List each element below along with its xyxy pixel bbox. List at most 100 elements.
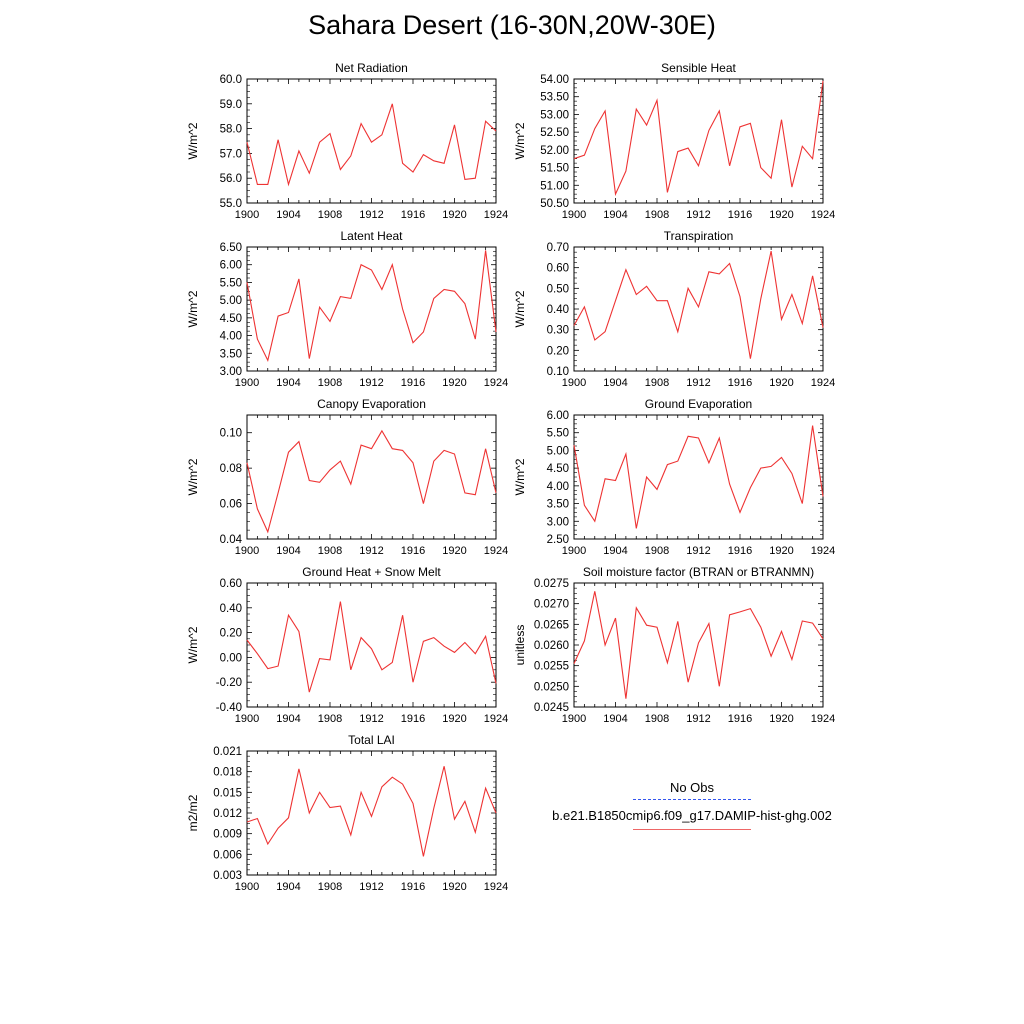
y-tick-label: 0.04 [220,534,243,546]
panel-title: Soil moisture factor (BTRAN or BTRANMN) [583,565,814,579]
panel-title: Transpiration [664,229,734,243]
x-tick-label: 1916 [728,209,752,221]
x-tick-label: 1908 [645,545,669,557]
x-tick-label: 1904 [276,545,300,557]
x-tick-label: 1912 [686,713,710,725]
legend-model-line [633,829,751,830]
legend-obs-line [633,799,751,800]
panel-title: Latent Heat [340,229,403,243]
x-tick-label: 1916 [728,545,752,557]
x-tick-label: 1920 [769,209,793,221]
y-tick-label: 0.06 [220,499,242,511]
y-tick-label: 53.50 [540,92,569,104]
y-tick-label: 0.009 [213,829,242,841]
x-tick-label: 1912 [359,713,383,725]
y-tick-label: 0.10 [547,366,569,378]
y-tick-label: 4.00 [547,481,569,493]
y-tick-label: 6.00 [547,410,569,422]
x-tick-label: 1924 [811,545,835,557]
x-tick-label: 1900 [235,713,259,725]
x-tick-label: 1916 [401,377,425,389]
x-tick-label: 1920 [769,545,793,557]
y-tick-label: -0.40 [216,702,242,714]
y-tick-label: 52.50 [540,127,569,139]
y-axis-label: W/m^2 [513,458,527,495]
y-tick-label: 0.003 [213,870,242,882]
x-tick-label: 1920 [769,713,793,725]
y-tick-label: 0.30 [547,325,569,337]
panel-6: 1900 1904 1908 1912 1916 1920 1924 -0.40 -0.20 0.… [186,565,508,725]
series-line [573,80,824,197]
panel-5: 1900 1904 1908 1912 1916 1920 1924 2.50 3.00 3.50… [513,397,835,557]
x-tick-label: 1912 [359,545,383,557]
x-tick-label: 1900 [562,545,586,557]
x-tick-label: 1920 [442,377,466,389]
y-tick-label: 0.0275 [534,578,569,590]
x-tick-label: 1908 [645,209,669,221]
y-tick-label: 52.00 [540,145,569,157]
y-tick-label: 53.00 [540,109,569,121]
plot-frame [246,582,497,708]
x-tick-label: 1912 [686,209,710,221]
x-tick-label: 1912 [359,881,383,893]
x-tick-label: 1908 [318,209,342,221]
x-tick-label: 1904 [603,209,627,221]
x-tick-label: 1924 [484,377,508,389]
y-tick-label: 55.0 [220,198,242,210]
x-tick-label: 1920 [442,881,466,893]
x-tick-label: 1916 [401,881,425,893]
y-tick-label: 57.0 [220,148,242,160]
x-tick-label: 1916 [401,545,425,557]
x-tick-label: 1924 [484,881,508,893]
x-tick-label: 1912 [686,545,710,557]
x-tick-label: 1924 [484,545,508,557]
y-tick-label: 0.70 [547,242,569,254]
x-tick-label: 1904 [603,377,627,389]
x-tick-label: 1916 [728,377,752,389]
y-tick-label: 50.50 [540,198,569,210]
y-tick-label: 51.50 [540,163,569,175]
y-tick-label: 5.00 [220,295,242,307]
x-tick-label: 1912 [686,377,710,389]
x-tick-label: 1904 [603,713,627,725]
y-tick-label: 0.10 [220,428,242,440]
y-tick-label: 0.00 [220,652,242,664]
x-tick-label: 1900 [235,881,259,893]
y-tick-label: 58.0 [220,124,242,136]
x-tick-label: 1904 [276,209,300,221]
series-line [246,250,497,363]
panel-4: 1900 1904 1908 1912 1916 1920 1924 0.04 0.06 0.08… [186,397,508,557]
y-tick-label: 0.60 [220,578,242,590]
y-tick-label: 6.00 [220,260,242,272]
y-tick-label: 0.40 [547,304,569,316]
y-tick-label: 3.00 [547,516,569,528]
x-tick-label: 1908 [318,713,342,725]
x-tick-label: 1920 [442,545,466,557]
y-tick-label: 0.0250 [534,681,569,693]
y-tick-label: 0.0260 [534,640,569,652]
y-tick-label: 0.0245 [534,702,569,714]
y-tick-label: 0.006 [213,849,242,861]
y-tick-label: 4.50 [547,463,569,475]
plot-frame [246,78,497,204]
y-tick-label: 0.60 [547,263,569,275]
y-tick-label: 3.50 [220,348,242,360]
x-tick-label: 1920 [769,377,793,389]
y-tick-label: 60.0 [220,74,242,86]
x-tick-label: 1924 [811,377,835,389]
x-tick-label: 1924 [811,209,835,221]
y-tick-label: 4.00 [220,331,242,343]
series-line [246,601,497,693]
x-tick-label: 1904 [276,881,300,893]
series-line [573,425,824,529]
y-axis-label: W/m^2 [513,290,527,327]
y-tick-label: 59.0 [220,99,242,111]
x-tick-label: 1920 [442,713,466,725]
x-tick-label: 1900 [235,377,259,389]
y-tick-label: 5.50 [220,277,242,289]
x-tick-label: 1908 [318,881,342,893]
y-axis-label: W/m^2 [513,122,527,159]
legend-model-label: b.e21.B1850cmip6.f09_g17.DAMIP-hist-ghg.… [552,808,832,823]
y-tick-label: 3.50 [547,499,569,511]
